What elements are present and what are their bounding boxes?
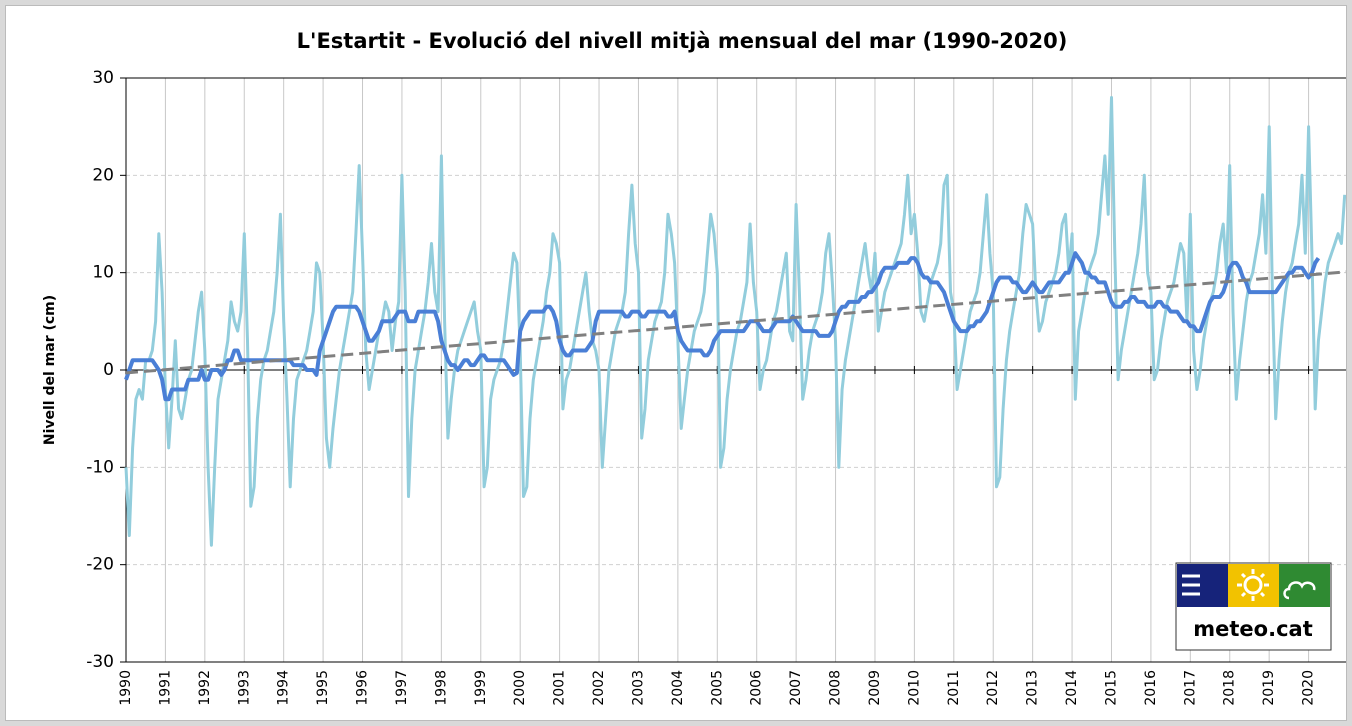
x-tick-label: 2010 bbox=[906, 670, 922, 706]
logo-icon bbox=[1243, 575, 1263, 595]
x-tick-label: 2018 bbox=[1222, 670, 1238, 706]
y-tick-label: 20 bbox=[92, 165, 114, 185]
logo: meteo.cat bbox=[1175, 562, 1332, 651]
y-tick-label: 0 bbox=[103, 360, 114, 380]
data-line bbox=[124, 251, 1321, 402]
x-tick-label: 2013 bbox=[1025, 670, 1041, 706]
x-tick-label: 2016 bbox=[1143, 670, 1159, 706]
x-tick-label: 2002 bbox=[591, 670, 607, 706]
x-tick-label: 1991 bbox=[157, 670, 173, 706]
x-tick-label: 2020 bbox=[1301, 670, 1317, 706]
logo-icon bbox=[1283, 581, 1316, 600]
x-tick-label: 2011 bbox=[946, 670, 962, 706]
x-tick-label: 2006 bbox=[749, 670, 765, 706]
x-tick-label: 2004 bbox=[670, 670, 686, 706]
x-tick-label: 2009 bbox=[867, 670, 883, 706]
x-tick-label: 1990 bbox=[118, 670, 134, 706]
logo-icon bbox=[1182, 574, 1200, 596]
data-line bbox=[124, 96, 1346, 547]
x-tick-label: 1993 bbox=[236, 670, 252, 706]
y-tick-label: -20 bbox=[86, 555, 114, 575]
x-tick-label: 2005 bbox=[709, 670, 725, 706]
x-tick-label: 2001 bbox=[552, 670, 568, 706]
logo-icon bbox=[1237, 569, 1269, 601]
chart: L'Estartit - Evolució del nivell mitjà m… bbox=[5, 5, 1347, 721]
x-tick-label: 1998 bbox=[433, 670, 449, 706]
y-axis-label: Nivell del mar (cm) bbox=[42, 295, 58, 445]
x-tick-label: 2014 bbox=[1064, 670, 1080, 706]
x-tick-label: 2015 bbox=[1103, 670, 1119, 706]
x-tick-label: 2003 bbox=[630, 670, 646, 706]
x-tick-label: 2019 bbox=[1261, 670, 1277, 706]
x-tick-label: 1999 bbox=[473, 670, 489, 706]
x-tick-label: 1997 bbox=[394, 670, 410, 706]
trend-line bbox=[125, 270, 1346, 375]
logo-tile bbox=[1279, 564, 1330, 607]
x-tick-label: 1994 bbox=[276, 670, 292, 706]
x-tick-label: 2007 bbox=[788, 670, 804, 706]
y-tick-label: -10 bbox=[86, 457, 114, 477]
x-tick-label: 2012 bbox=[985, 670, 1001, 706]
y-tick-label: 10 bbox=[92, 263, 114, 283]
x-tick-label: 1995 bbox=[315, 670, 331, 706]
x-tick-label: 1996 bbox=[355, 670, 371, 706]
x-tick-label: 2008 bbox=[828, 670, 844, 706]
plot-area bbox=[125, 77, 1346, 663]
x-tick-label: 2017 bbox=[1182, 670, 1198, 706]
y-tick-label: 30 bbox=[92, 68, 114, 88]
x-tick-label: 1992 bbox=[197, 670, 213, 706]
x-tick-label: 2000 bbox=[512, 670, 528, 706]
chart-title: L'Estartit - Evolució del nivell mitjà m… bbox=[297, 29, 1068, 53]
logo-text: meteo.cat bbox=[1193, 617, 1312, 641]
y-tick-label: -30 bbox=[86, 652, 114, 672]
